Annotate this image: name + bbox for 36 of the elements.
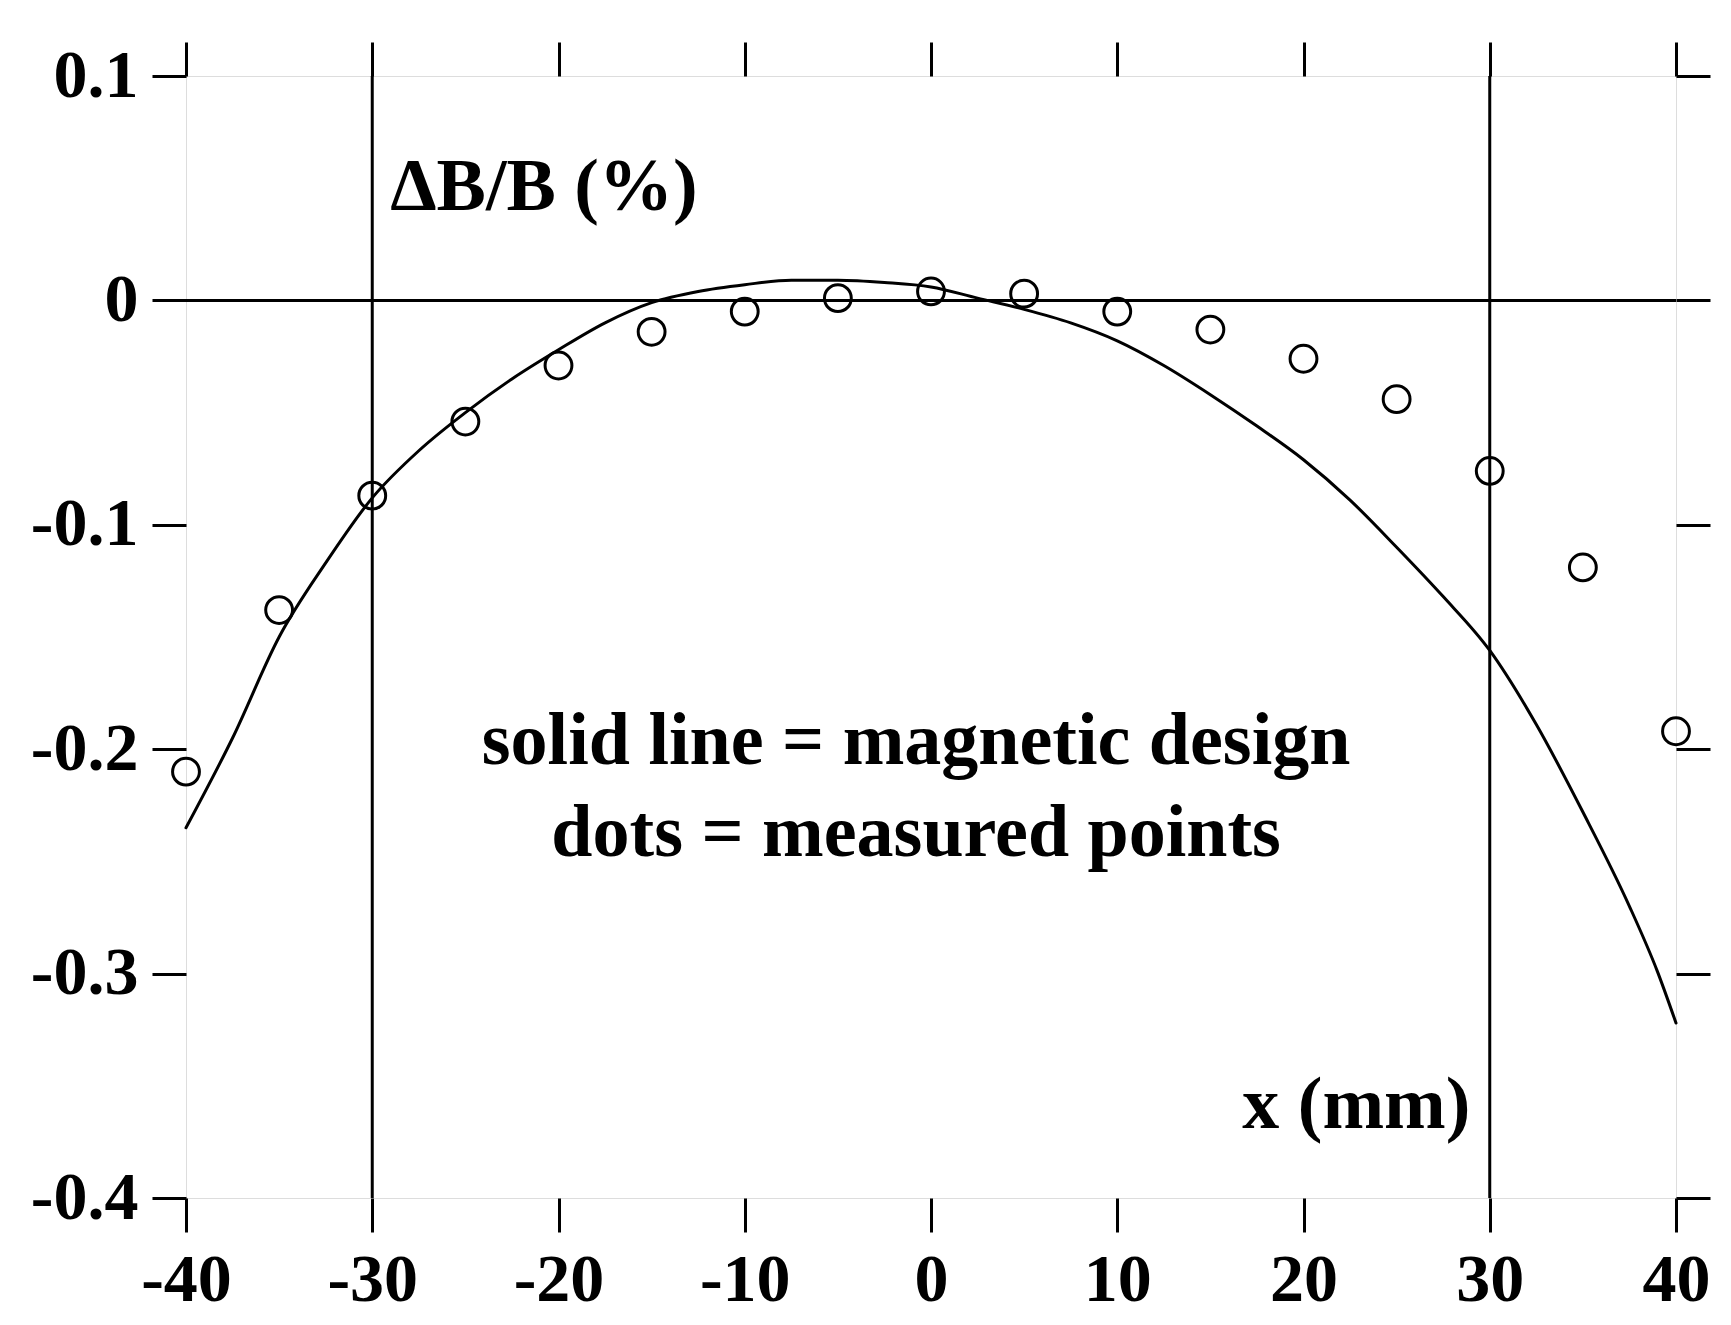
annotation: solid line = magnetic design: [481, 698, 1351, 781]
y-tick-label: 0: [104, 259, 139, 336]
point: [916, 276, 946, 307]
point: [1009, 278, 1040, 309]
point: [1567, 552, 1598, 583]
point: [729, 296, 760, 327]
point: [636, 316, 667, 347]
x-tick-label: -40: [141, 1239, 232, 1316]
x-tick-label: 30: [1456, 1239, 1525, 1316]
y-tick-label: 0.1: [53, 35, 139, 112]
point: [1381, 384, 1412, 415]
point: [1195, 314, 1226, 345]
x-tick-label: 40: [1642, 1239, 1711, 1316]
point: [543, 350, 574, 381]
x-tick-label: 0: [914, 1239, 949, 1316]
point: [357, 480, 388, 511]
point: [1474, 456, 1505, 486]
point: [1661, 716, 1691, 747]
y-tick-label: -0.3: [30, 933, 139, 1010]
point: [1102, 296, 1133, 327]
x-tick-label: -30: [327, 1239, 419, 1316]
point: [1288, 343, 1319, 374]
y-axis-title: ΔB/B (%): [390, 144, 698, 227]
x-tick-label: 10: [1083, 1239, 1152, 1316]
x-tick-label: -20: [513, 1239, 605, 1316]
x-axis-title: x (mm): [1242, 1062, 1471, 1144]
annotation: dots = measured points: [551, 790, 1281, 873]
point: [264, 595, 295, 625]
x-tick-label: -10: [699, 1239, 791, 1316]
x-tick-label: 20: [1270, 1239, 1338, 1316]
point: [171, 756, 201, 787]
y-tick-label: -0.4: [30, 1157, 139, 1234]
y-tick-label: -0.1: [30, 484, 139, 561]
point: [450, 406, 481, 437]
y-tick-label: -0.2: [30, 708, 139, 785]
point: [822, 283, 853, 314]
